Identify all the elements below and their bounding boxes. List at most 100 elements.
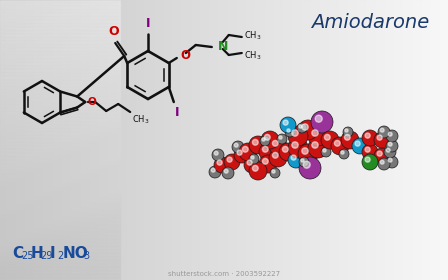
Bar bbox=[22, 0, 24, 280]
Bar bbox=[228, 0, 230, 280]
Bar bbox=[435, 0, 437, 280]
Bar bbox=[0, 57, 120, 59]
Bar bbox=[316, 0, 318, 280]
Bar bbox=[0, 41, 120, 43]
Bar bbox=[433, 0, 435, 280]
Bar bbox=[219, 0, 220, 280]
Bar bbox=[441, 0, 443, 280]
Circle shape bbox=[386, 156, 398, 168]
Bar bbox=[0, 278, 120, 280]
Bar bbox=[244, 0, 246, 280]
Circle shape bbox=[288, 138, 308, 158]
Circle shape bbox=[288, 152, 304, 168]
Bar bbox=[417, 0, 418, 280]
Bar bbox=[0, 30, 120, 32]
Bar bbox=[373, 0, 375, 280]
Bar bbox=[51, 0, 52, 280]
Bar bbox=[0, 0, 120, 1]
Bar bbox=[144, 0, 146, 280]
Circle shape bbox=[234, 147, 250, 163]
Bar bbox=[0, 20, 120, 22]
Bar bbox=[143, 0, 145, 280]
Bar bbox=[222, 0, 224, 280]
Bar bbox=[136, 0, 137, 280]
Bar bbox=[69, 0, 70, 280]
Bar bbox=[393, 0, 395, 280]
Bar bbox=[267, 0, 268, 280]
Bar bbox=[0, 6, 120, 8]
Bar bbox=[0, 71, 120, 73]
Bar bbox=[392, 0, 394, 280]
Bar bbox=[0, 81, 120, 83]
Bar bbox=[199, 0, 201, 280]
Bar bbox=[260, 0, 262, 280]
Bar bbox=[66, 0, 68, 280]
Bar bbox=[210, 0, 211, 280]
Text: O: O bbox=[87, 97, 96, 107]
Bar bbox=[0, 235, 120, 237]
Circle shape bbox=[269, 137, 287, 155]
Circle shape bbox=[249, 136, 267, 154]
Bar bbox=[193, 0, 194, 280]
Bar bbox=[0, 253, 120, 255]
Bar bbox=[258, 0, 260, 280]
Bar bbox=[91, 0, 92, 280]
Bar bbox=[0, 99, 120, 101]
Circle shape bbox=[362, 130, 378, 146]
Bar bbox=[382, 0, 383, 280]
Bar bbox=[391, 0, 392, 280]
Bar bbox=[358, 0, 360, 280]
Bar bbox=[339, 0, 341, 280]
Bar bbox=[177, 0, 179, 280]
Bar bbox=[0, 256, 120, 258]
Bar bbox=[388, 0, 389, 280]
Text: 25: 25 bbox=[21, 251, 34, 261]
Bar bbox=[0, 222, 120, 224]
Circle shape bbox=[252, 139, 258, 145]
Bar bbox=[78, 0, 80, 280]
Bar bbox=[276, 0, 277, 280]
Bar bbox=[49, 0, 51, 280]
Bar bbox=[168, 0, 170, 280]
Bar bbox=[409, 0, 410, 280]
Bar bbox=[196, 0, 198, 280]
Bar bbox=[370, 0, 371, 280]
Circle shape bbox=[352, 138, 368, 154]
Bar bbox=[40, 0, 42, 280]
Circle shape bbox=[388, 132, 392, 136]
Bar bbox=[338, 0, 340, 280]
Bar bbox=[38, 0, 40, 280]
Bar bbox=[111, 0, 112, 280]
Bar bbox=[343, 0, 345, 280]
Bar bbox=[298, 0, 300, 280]
Bar bbox=[0, 205, 120, 207]
Circle shape bbox=[299, 125, 302, 128]
Circle shape bbox=[378, 126, 390, 138]
Bar bbox=[350, 0, 352, 280]
Text: H: H bbox=[31, 246, 44, 260]
Bar bbox=[107, 0, 108, 280]
Circle shape bbox=[259, 143, 277, 161]
Circle shape bbox=[261, 131, 279, 149]
Bar bbox=[226, 0, 228, 280]
Bar bbox=[346, 0, 348, 280]
Text: I: I bbox=[50, 246, 56, 260]
Bar bbox=[397, 0, 399, 280]
Bar bbox=[305, 0, 306, 280]
Bar bbox=[0, 216, 120, 218]
Bar bbox=[0, 117, 120, 119]
Bar bbox=[0, 214, 120, 216]
Bar bbox=[167, 0, 168, 280]
Bar bbox=[138, 0, 139, 280]
Circle shape bbox=[362, 154, 378, 170]
Bar bbox=[153, 0, 155, 280]
Bar bbox=[0, 179, 120, 181]
Circle shape bbox=[264, 134, 270, 140]
Bar bbox=[151, 0, 153, 280]
Bar bbox=[89, 0, 90, 280]
Bar bbox=[58, 0, 60, 280]
Bar bbox=[341, 0, 343, 280]
Bar bbox=[127, 0, 128, 280]
Bar bbox=[99, 0, 100, 280]
Circle shape bbox=[262, 138, 265, 141]
